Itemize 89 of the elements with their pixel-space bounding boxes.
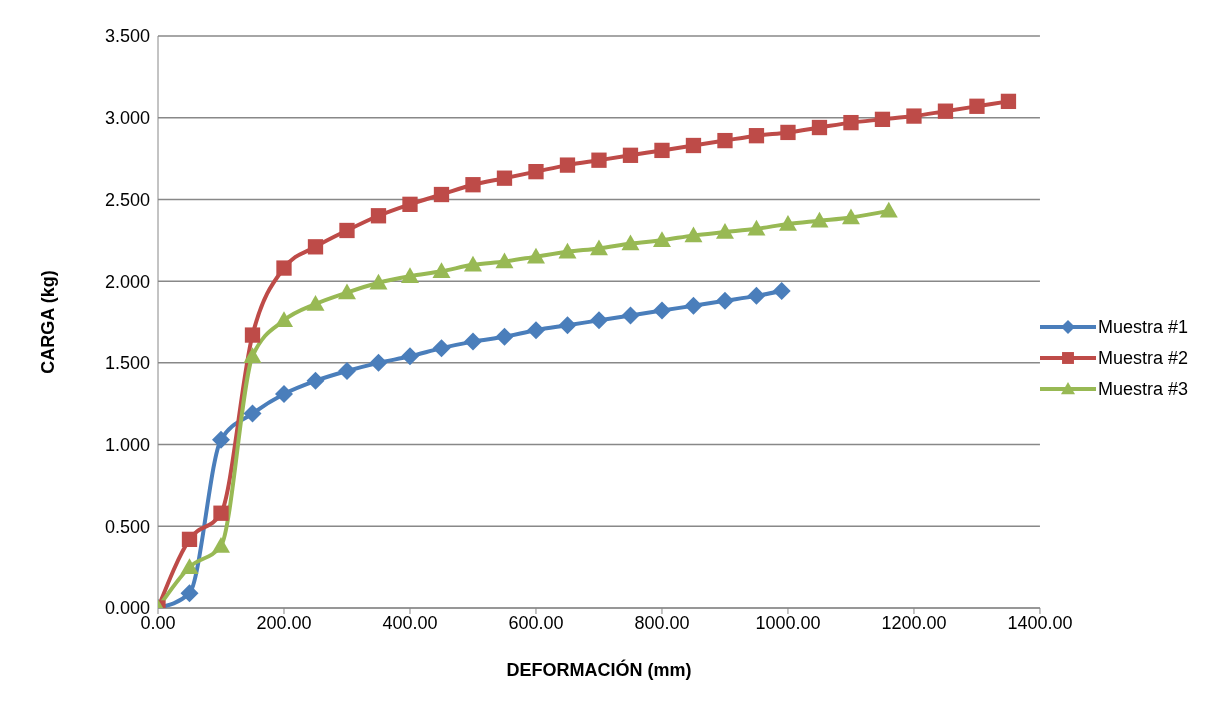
point [558, 316, 577, 335]
point [400, 347, 419, 366]
y-tick-label: 2.500 [104, 189, 150, 210]
y-tick-label: 1.500 [104, 353, 150, 374]
legend-label: Muestra #3 [1097, 378, 1188, 400]
x-tick-label: 200.00 [256, 612, 312, 633]
point [463, 332, 482, 351]
point [402, 196, 418, 212]
point [879, 201, 898, 218]
point [874, 111, 891, 127]
point [526, 321, 545, 340]
point [780, 124, 796, 141]
point [652, 301, 671, 320]
point [432, 262, 451, 279]
point [558, 242, 577, 259]
point [621, 306, 640, 325]
point [559, 157, 576, 173]
point [369, 353, 388, 372]
point [528, 164, 544, 180]
point [370, 208, 387, 224]
point [747, 286, 766, 305]
point [843, 114, 859, 131]
point [213, 505, 229, 521]
point [621, 234, 640, 251]
x-tick-label: 800.00 [634, 612, 690, 633]
point [811, 119, 828, 136]
point [652, 231, 671, 248]
y-tick-label: 1.000 [104, 434, 150, 455]
point [906, 108, 922, 124]
point [274, 311, 293, 328]
point [684, 226, 703, 243]
y-tick-label: 3.500 [104, 26, 150, 47]
point [747, 219, 766, 236]
point [937, 103, 954, 119]
point [589, 311, 608, 330]
point [306, 371, 325, 390]
point [654, 142, 670, 159]
point [180, 584, 199, 603]
point [243, 347, 262, 364]
point [591, 152, 607, 168]
point [212, 430, 230, 449]
point [400, 267, 419, 283]
point [778, 214, 797, 231]
point [181, 531, 198, 548]
point [684, 296, 703, 315]
point [969, 98, 985, 114]
point [276, 260, 292, 276]
point [337, 362, 356, 381]
x-tick-label: 1000.00 [755, 612, 821, 633]
point [274, 384, 293, 403]
point [685, 137, 702, 154]
y-axis-title: CARGA (kg) [38, 270, 59, 374]
point [306, 295, 325, 311]
point [496, 170, 513, 186]
point [465, 177, 481, 193]
point [307, 239, 324, 255]
point [495, 252, 514, 269]
x-tick-label: 400.00 [382, 612, 438, 633]
point [589, 239, 608, 256]
legend-label: Muestra #1 [1097, 316, 1188, 338]
point [1000, 93, 1017, 110]
point [772, 281, 791, 300]
point [244, 327, 261, 343]
point [337, 283, 356, 300]
point [369, 273, 388, 290]
point [463, 255, 482, 272]
point [432, 339, 451, 358]
point [243, 404, 262, 423]
point [810, 211, 829, 228]
point [180, 558, 199, 574]
x-tick-label: 1200.00 [881, 612, 947, 633]
x-axis-title: DEFORMACIÓN (mm) [506, 659, 692, 680]
point [495, 327, 514, 346]
legend-label: Muestra #2 [1097, 347, 1188, 369]
point [526, 247, 545, 264]
point [717, 132, 733, 149]
point [748, 128, 765, 144]
point [212, 536, 230, 553]
x-tick-label: 1400.00 [1007, 612, 1073, 633]
point [622, 147, 639, 163]
point [433, 186, 450, 203]
y-tick-label: 3.000 [104, 108, 150, 129]
x-tick-label: 600.00 [508, 612, 564, 633]
point [715, 291, 734, 310]
point [715, 223, 734, 239]
point [339, 222, 355, 239]
point [841, 208, 860, 225]
y-tick-label: 2.000 [104, 271, 150, 292]
y-tick-label: 0.500 [104, 516, 150, 537]
